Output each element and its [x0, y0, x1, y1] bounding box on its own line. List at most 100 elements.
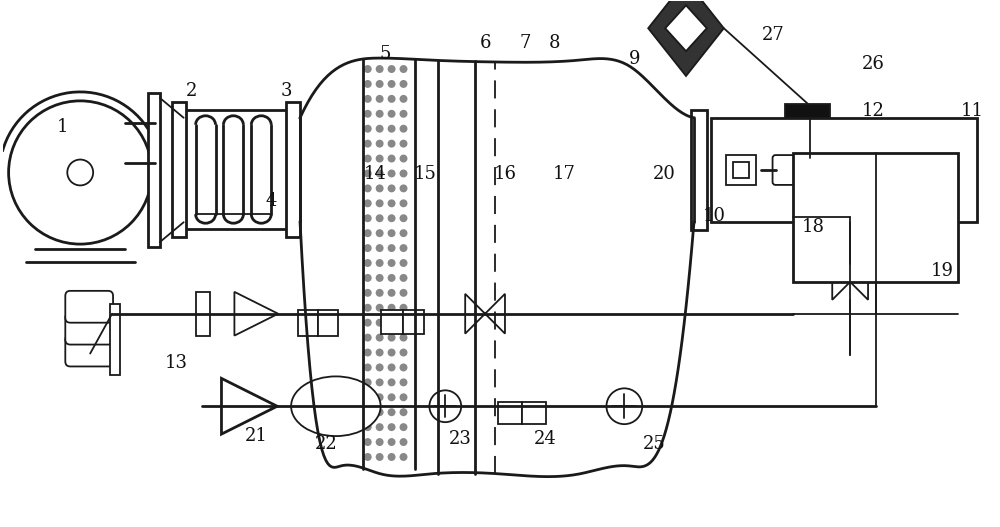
Circle shape	[364, 170, 372, 178]
Circle shape	[388, 154, 396, 162]
Text: 2: 2	[186, 82, 197, 100]
Circle shape	[400, 229, 407, 237]
Circle shape	[388, 65, 396, 73]
Circle shape	[376, 393, 384, 401]
Circle shape	[364, 319, 372, 327]
Circle shape	[388, 378, 396, 386]
Bar	[793, 153, 958, 282]
Circle shape	[388, 393, 396, 401]
Circle shape	[388, 110, 396, 118]
Ellipse shape	[291, 376, 381, 436]
Bar	[785, 104, 830, 118]
Circle shape	[400, 319, 407, 327]
Bar	[196, 292, 210, 336]
Text: 17: 17	[553, 165, 576, 183]
Circle shape	[364, 214, 372, 222]
Circle shape	[364, 259, 372, 267]
Circle shape	[364, 393, 372, 401]
Circle shape	[364, 453, 372, 461]
Polygon shape	[665, 5, 707, 51]
Circle shape	[364, 125, 372, 133]
Circle shape	[376, 65, 384, 73]
Circle shape	[376, 259, 384, 267]
Circle shape	[376, 304, 384, 312]
Circle shape	[400, 110, 407, 118]
Text: 6: 6	[479, 34, 491, 52]
Text: 16: 16	[493, 165, 516, 183]
Circle shape	[376, 140, 384, 148]
Text: 24: 24	[533, 430, 556, 448]
Circle shape	[400, 289, 407, 297]
Text: 10: 10	[702, 207, 725, 226]
Circle shape	[376, 184, 384, 192]
Polygon shape	[465, 294, 505, 334]
Text: 14: 14	[364, 165, 387, 183]
Bar	[286, 102, 300, 237]
Circle shape	[376, 154, 384, 162]
Circle shape	[388, 229, 396, 237]
Circle shape	[376, 214, 384, 222]
Circle shape	[376, 95, 384, 103]
Circle shape	[376, 289, 384, 297]
Circle shape	[400, 334, 407, 341]
Circle shape	[400, 244, 407, 252]
Circle shape	[388, 453, 396, 461]
Circle shape	[400, 304, 407, 312]
FancyBboxPatch shape	[65, 313, 113, 345]
Circle shape	[388, 423, 396, 431]
Circle shape	[364, 289, 372, 297]
Polygon shape	[234, 292, 278, 336]
Circle shape	[364, 304, 372, 312]
Text: 27: 27	[762, 26, 785, 44]
Circle shape	[364, 140, 372, 148]
Circle shape	[9, 101, 152, 244]
Circle shape	[388, 348, 396, 356]
Circle shape	[388, 274, 396, 282]
Circle shape	[388, 289, 396, 297]
Bar	[733, 162, 749, 178]
Circle shape	[364, 334, 372, 341]
Circle shape	[388, 259, 396, 267]
Circle shape	[400, 199, 407, 207]
FancyBboxPatch shape	[65, 335, 113, 366]
Circle shape	[388, 319, 396, 327]
Bar	[298, 310, 318, 336]
Circle shape	[376, 170, 384, 178]
Text: 5: 5	[380, 45, 391, 63]
Circle shape	[388, 438, 396, 446]
Circle shape	[400, 80, 407, 88]
Text: 25: 25	[643, 435, 666, 453]
Circle shape	[400, 453, 407, 461]
Circle shape	[400, 184, 407, 192]
Circle shape	[388, 184, 396, 192]
Text: 21: 21	[245, 427, 268, 445]
Circle shape	[400, 259, 407, 267]
Bar	[711, 118, 977, 222]
Circle shape	[400, 438, 407, 446]
Circle shape	[400, 140, 407, 148]
Circle shape	[388, 95, 396, 103]
Circle shape	[388, 408, 396, 416]
Circle shape	[388, 244, 396, 252]
Circle shape	[376, 364, 384, 372]
Circle shape	[364, 65, 372, 73]
Circle shape	[400, 423, 407, 431]
Circle shape	[388, 334, 396, 341]
Text: 15: 15	[414, 165, 437, 183]
Circle shape	[388, 80, 396, 88]
Circle shape	[388, 214, 396, 222]
Circle shape	[400, 214, 407, 222]
Circle shape	[364, 423, 372, 431]
Circle shape	[376, 274, 384, 282]
Bar	[110, 304, 120, 375]
Circle shape	[364, 244, 372, 252]
Circle shape	[376, 348, 384, 356]
Circle shape	[400, 364, 407, 372]
Circle shape	[364, 408, 372, 416]
Circle shape	[400, 408, 407, 416]
Circle shape	[400, 65, 407, 73]
Bar	[403, 310, 424, 334]
Bar	[691, 110, 707, 230]
Text: 8: 8	[549, 34, 560, 52]
Text: 18: 18	[802, 218, 825, 236]
